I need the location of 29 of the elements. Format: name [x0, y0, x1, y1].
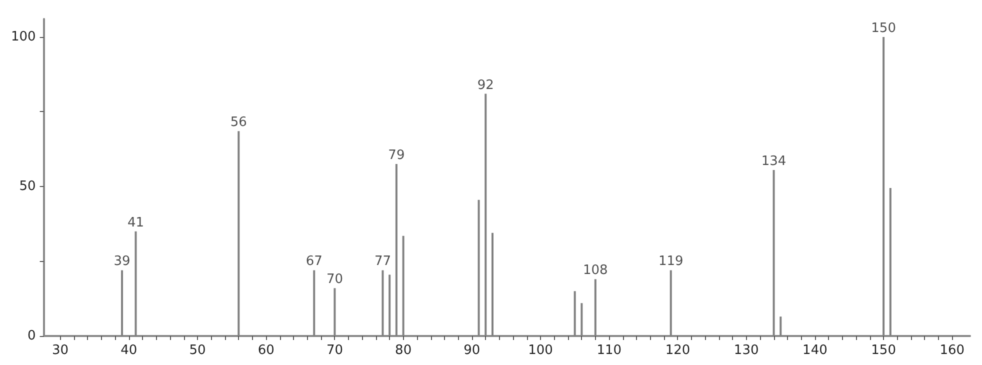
y-tick-label: 0 — [28, 328, 36, 344]
annotation: 70 — [326, 272, 343, 288]
x-tick-label: 130 — [734, 343, 759, 358]
x-tick-label: 140 — [802, 343, 828, 358]
x-tick-label: 100 — [528, 343, 553, 358]
annotation: 119 — [658, 254, 684, 270]
annotation: 134 — [761, 154, 786, 170]
x-tick-label: 70 — [326, 343, 343, 358]
annotation: 67 — [306, 254, 322, 270]
x-tick-label: 110 — [596, 343, 622, 358]
annotation: 56 — [230, 115, 247, 130]
annotation: 39 — [114, 254, 130, 270]
x-tick-label: 60 — [258, 343, 274, 358]
x-tick-label: 30 — [52, 343, 69, 358]
annotation: 108 — [582, 263, 608, 278]
x-tick-label: 50 — [189, 343, 206, 358]
annotation: 79 — [388, 148, 405, 164]
x-tick-label: 40 — [120, 343, 138, 358]
annotation: 150 — [871, 20, 896, 36]
x-tick-label: 80 — [395, 343, 412, 358]
annotation: 41 — [127, 215, 144, 230]
x-tick-label: 150 — [871, 343, 896, 358]
x-tick-label: 90 — [464, 343, 480, 358]
annotation: 77 — [374, 254, 391, 270]
y-tick-label: 50 — [19, 178, 36, 194]
x-tick-label: 120 — [665, 343, 690, 358]
x-tick-label: 160 — [940, 343, 965, 358]
y-tick-label: 100 — [10, 29, 36, 44]
annotation: 92 — [477, 78, 494, 93]
